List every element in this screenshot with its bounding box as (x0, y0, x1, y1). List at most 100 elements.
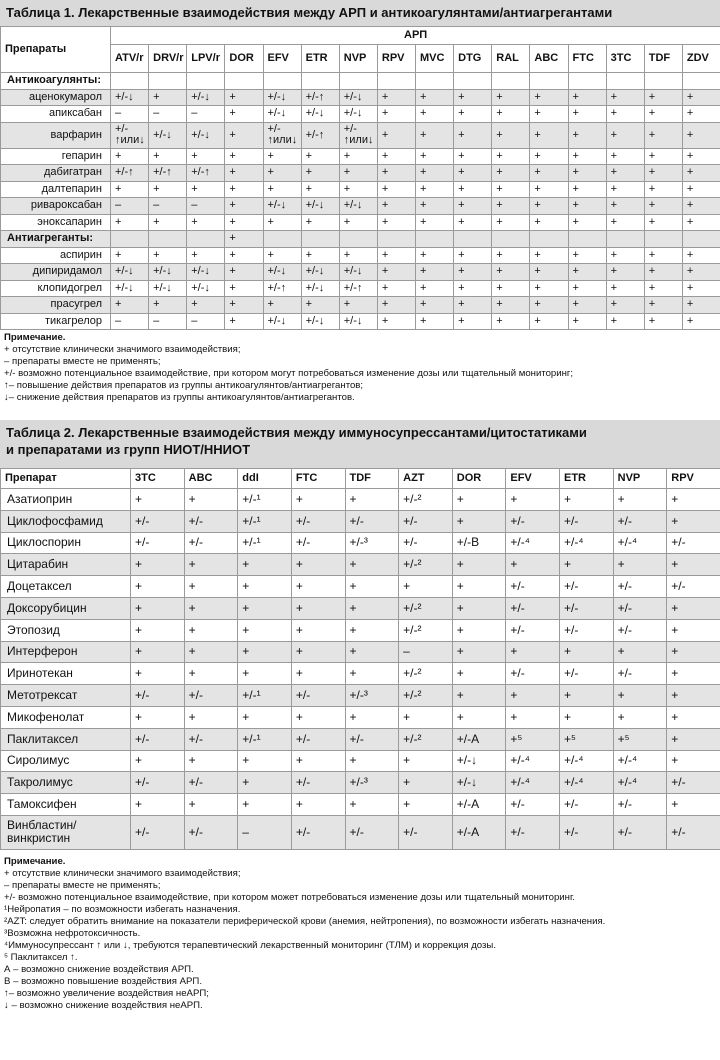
cell: +/-↓ (148, 279, 188, 297)
cell: + (612, 684, 668, 707)
cell: +/- (612, 618, 668, 642)
cell: + (186, 213, 226, 231)
cell: + (681, 312, 720, 330)
cell: + (529, 213, 569, 231)
cell: + (605, 213, 645, 231)
cell: + (262, 246, 302, 264)
cell (414, 72, 455, 90)
note-line: + отсутствие клинически значимого взаимо… (4, 867, 241, 879)
cell: + (491, 213, 531, 231)
notes: Примечание. + отсутствие клинически значи… (0, 330, 720, 414)
cell: +/- (183, 684, 239, 707)
cell: + (183, 640, 239, 664)
cell: + (666, 640, 720, 664)
table-row: Циклоспорин +/- +/- +/-¹ +/- +/-³ +/- +/-B +/-⁴ +… (0, 531, 720, 555)
cell (453, 230, 493, 248)
cell: + (491, 105, 531, 123)
cell: + (183, 705, 239, 729)
row-label: Метотрексат (0, 684, 131, 707)
row-label: Такролимус (0, 771, 131, 795)
cell: +/-↑ (109, 164, 150, 182)
cell: + (505, 684, 560, 707)
cell: + (491, 197, 531, 215)
note-line: Примечание. (4, 855, 66, 867)
cell: + (453, 263, 493, 281)
row-label: Цитарабин (0, 553, 131, 577)
cell (109, 230, 150, 248)
cell: + (643, 88, 683, 106)
cell: + (237, 618, 292, 642)
cell: +/-² (398, 727, 453, 751)
cell: + (681, 296, 720, 314)
table-title: Таблица 1. Лекарственные взаимодействия … (0, 0, 720, 26)
column-header: MVC (414, 44, 455, 73)
column-header: NVP (338, 44, 378, 73)
cell: + (529, 147, 569, 165)
table-row: Иринотекан + + + + + +/-² + +/- +/- +/- + (0, 662, 720, 686)
row-label: аценокумарол (0, 88, 111, 106)
cell: +/- (290, 684, 346, 707)
table-row: Доцетаксел + + + + + + + +/- +/- +/- +/- (0, 575, 720, 598)
cell: + (300, 246, 340, 264)
cell: + (186, 296, 226, 314)
cell: +/-↓ (262, 105, 302, 123)
cell: + (290, 640, 346, 664)
cell (376, 230, 417, 248)
cell: + (605, 246, 645, 264)
column-header: AZT (398, 468, 453, 489)
cell: +/-↓ (109, 279, 150, 297)
cell: + (376, 147, 417, 165)
cell: + (567, 105, 607, 123)
column-header: DRV/r (148, 44, 188, 73)
row-label: Доцетаксел (0, 575, 131, 598)
cell: + (130, 705, 185, 729)
cell: + (666, 509, 720, 533)
table-row: прасугрел + + + + + + + + + + + + + + + + (0, 296, 720, 314)
cell: + (130, 575, 185, 598)
cell: + (186, 180, 226, 198)
cell: +/-¹ (237, 531, 292, 555)
cell: + (453, 279, 493, 297)
cell: + (491, 88, 531, 106)
cell: +/- (612, 793, 668, 816)
cell: + (237, 596, 292, 620)
cell: + (681, 105, 720, 123)
cell: +/-↓ (186, 88, 226, 106)
cell: + (612, 705, 668, 729)
cell: + (505, 640, 560, 664)
cell: + (529, 263, 569, 281)
cell: +/- (559, 575, 614, 598)
table-row: аспирин + + + + + + + + + + + + + + + + (0, 246, 720, 264)
row-label: тикагрелор (0, 312, 111, 330)
cell: +/- (612, 575, 668, 598)
cell: + (344, 749, 400, 773)
cell: +/-¹ (237, 727, 292, 751)
cell: +/-² (398, 662, 453, 686)
cell: + (183, 553, 239, 577)
cell: + (666, 705, 720, 729)
cell: +/-⁴ (612, 749, 668, 773)
cell: + (224, 263, 264, 281)
cell: + (237, 749, 292, 773)
cell: + (681, 88, 720, 106)
row-label: гепарин (0, 147, 111, 165)
cell: + (109, 180, 150, 198)
cell: + (681, 213, 720, 231)
table-row: Интерферон + + + + + – + + + + + (0, 640, 720, 664)
cell: +/-² (398, 618, 453, 642)
cell: + (290, 575, 346, 598)
cell: + (224, 180, 264, 198)
cell: + (148, 147, 188, 165)
row-label: эноксапарин (0, 213, 111, 231)
cell: +/-¹ (237, 509, 292, 533)
row-label: далтепарин (0, 180, 111, 198)
cell: + (567, 312, 607, 330)
cell (529, 230, 569, 248)
cell: + (414, 147, 455, 165)
cell: +/- (612, 814, 668, 850)
cell: +/- (290, 727, 346, 751)
cell: +/-↓ (338, 88, 378, 106)
cell: +/-² (398, 684, 453, 707)
cell: + (109, 296, 150, 314)
cell: +/- (559, 793, 614, 816)
